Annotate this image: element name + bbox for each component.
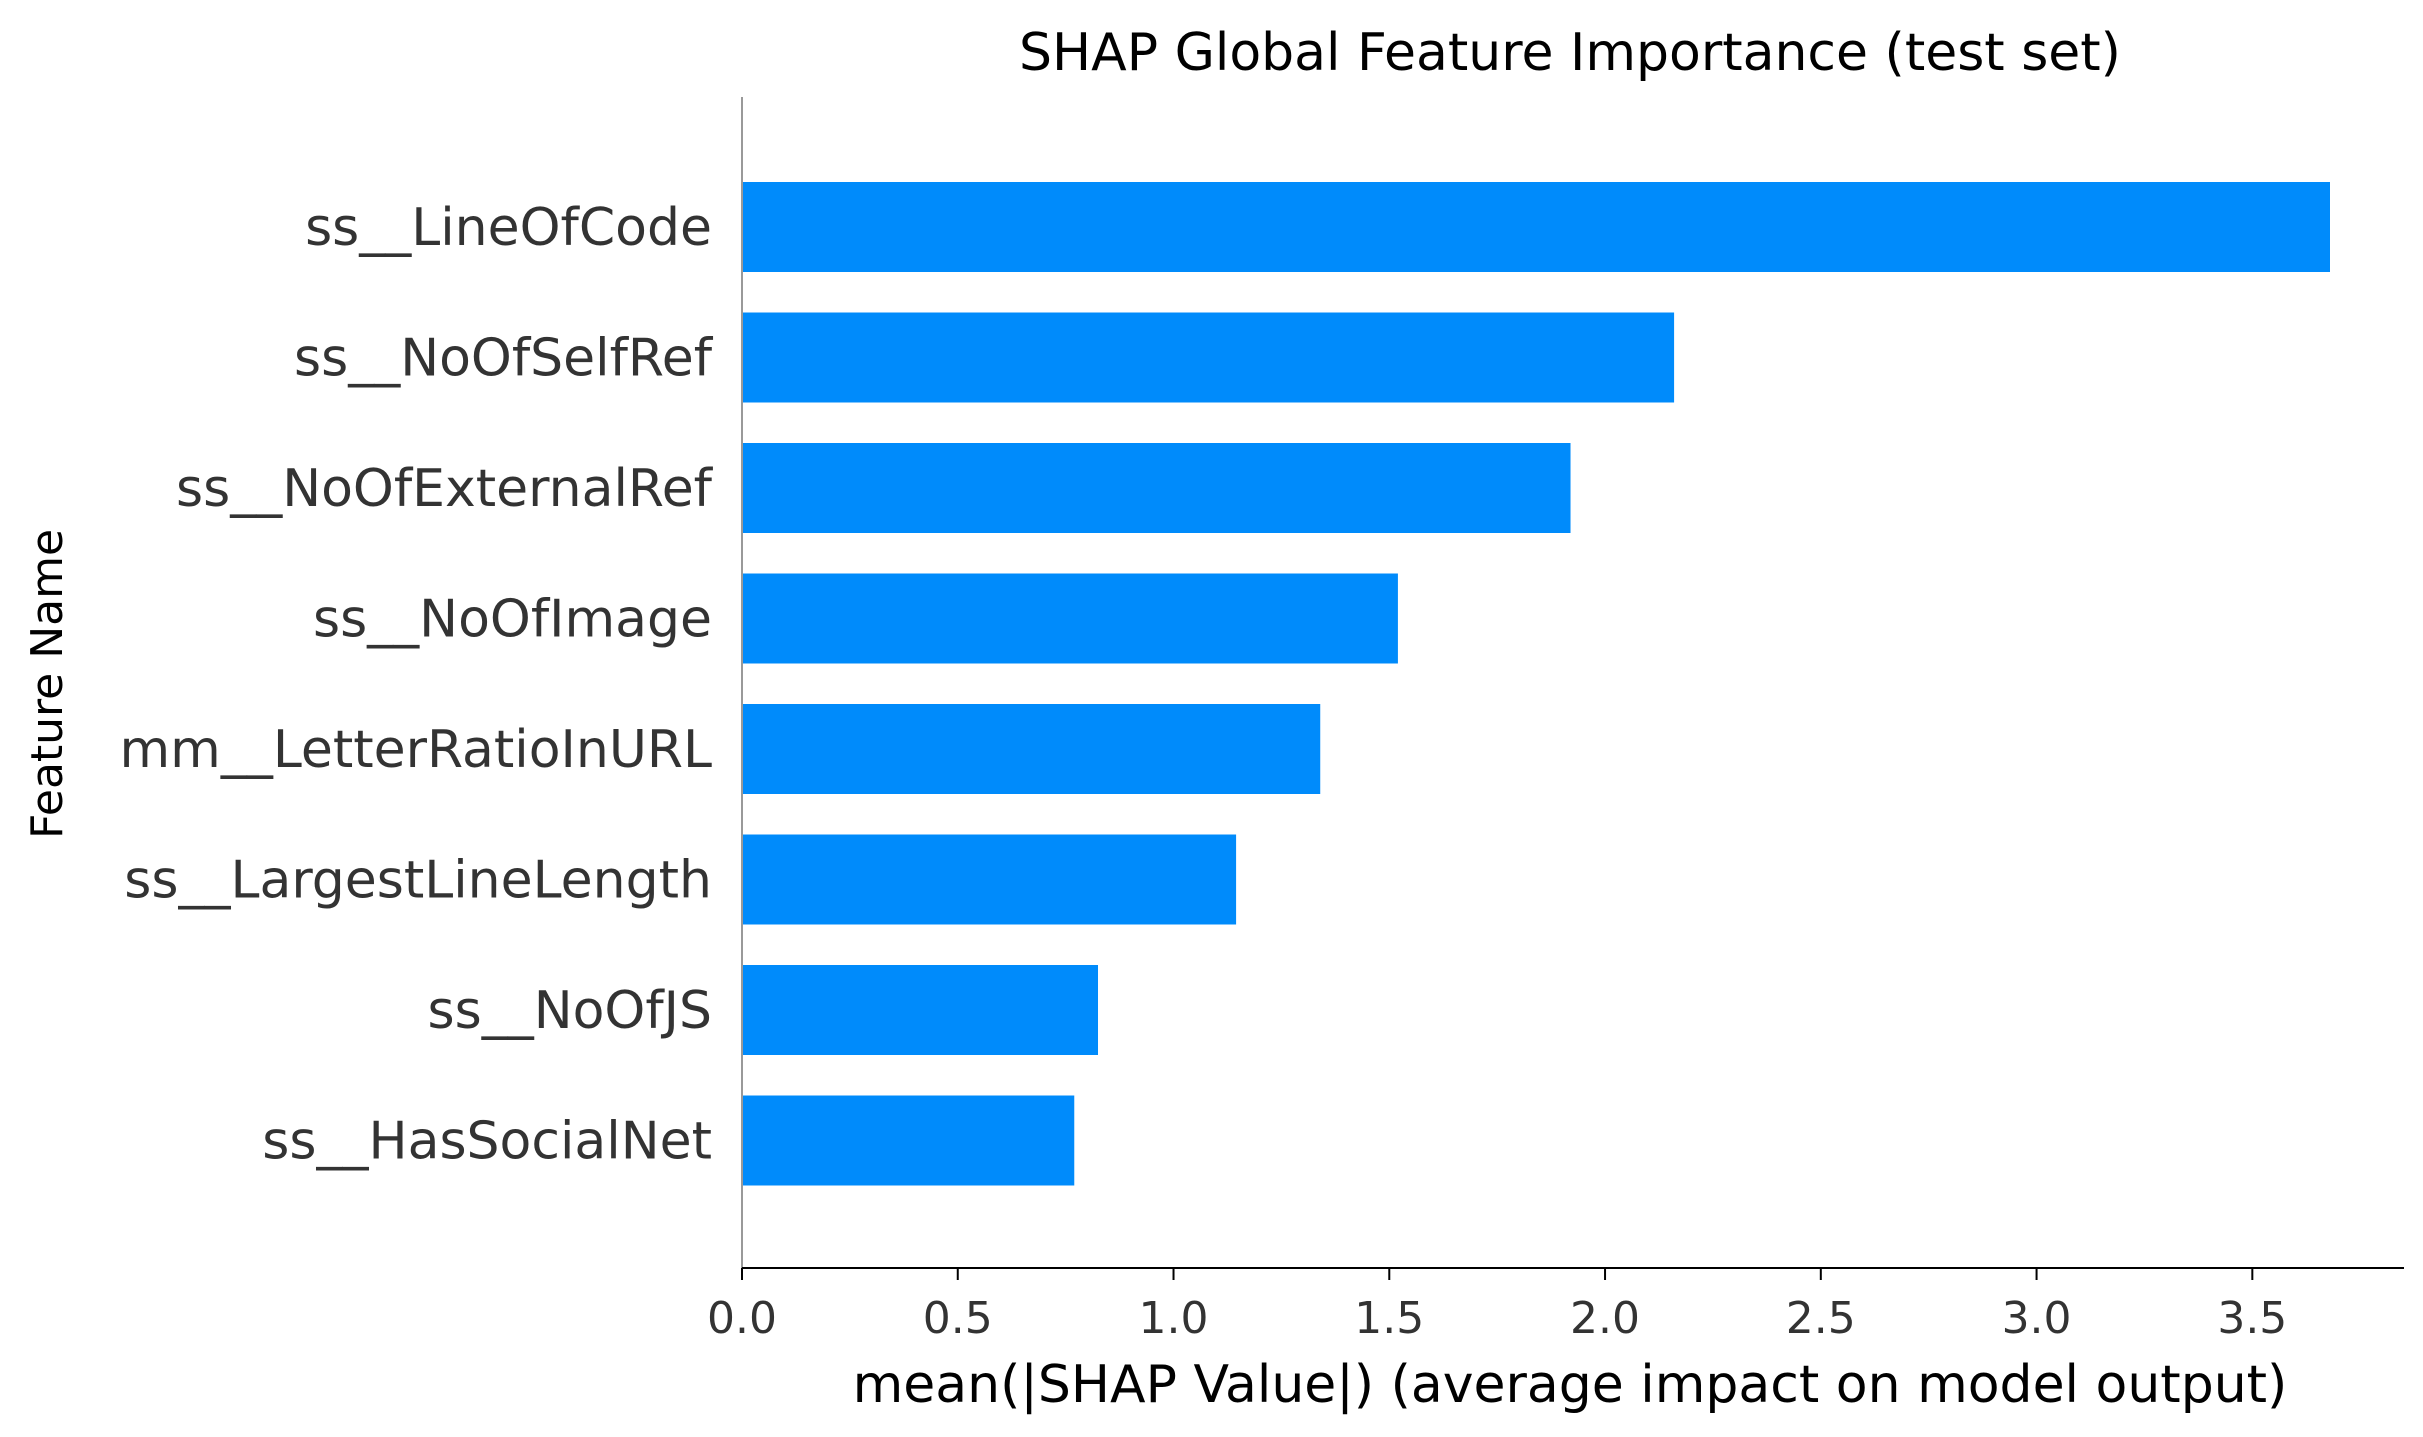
category-labels: ss__LineOfCode ss__NoOfSelfRef ss__NoOfExt… — [120, 198, 714, 1172]
bar-ss__NoOfJS — [742, 965, 1099, 1055]
x-tick-label: 2.5 — [1786, 1293, 1856, 1344]
x-tick-label: 3.0 — [2002, 1293, 2072, 1344]
category-label: mm__LetterRatioInURL — [120, 720, 712, 780]
x-tick-label: 1.0 — [1139, 1293, 1209, 1344]
bar-ss__NoOfExternalRef — [742, 443, 1571, 533]
category-label: ss__NoOfSelfRef — [294, 329, 714, 389]
x-tick-label: 0.5 — [923, 1293, 993, 1344]
bar-mm__LetterRatioInURL — [742, 704, 1321, 794]
x-tick-label: 0.0 — [707, 1293, 777, 1344]
category-label: ss__LargestLineLength — [124, 851, 712, 911]
category-label: ss__NoOfExternalRef — [176, 459, 714, 519]
x-tick-label: 1.5 — [1354, 1293, 1424, 1344]
bar-ss__LineOfCode — [742, 182, 2330, 272]
category-label: ss__HasSocialNet — [262, 1112, 712, 1172]
chart-title: SHAP Global Feature Importance (test set… — [1019, 23, 2121, 83]
category-label: ss__NoOfImage — [313, 590, 712, 650]
category-label: ss__LineOfCode — [305, 198, 712, 258]
x-axis-label: mean(|SHAP Value|) (average impact on mo… — [853, 1355, 2288, 1415]
x-tick-label: 3.5 — [2217, 1293, 2287, 1344]
bar-ss__NoOfSelfRef — [742, 312, 1675, 403]
bars-group — [742, 182, 2330, 1186]
bar-ss__LargestLineLength — [742, 834, 1237, 925]
bar-ss__HasSocialNet — [742, 1095, 1075, 1186]
x-ticks: 0.0 0.5 1.0 1.5 2.0 2.5 3.0 3.5 — [707, 1268, 2287, 1344]
x-tick-label: 2.0 — [1570, 1293, 1640, 1344]
y-axis-label: Feature Name — [22, 529, 73, 839]
category-label: ss__NoOfJS — [428, 981, 712, 1041]
bar-ss__NoOfImage — [742, 573, 1398, 664]
